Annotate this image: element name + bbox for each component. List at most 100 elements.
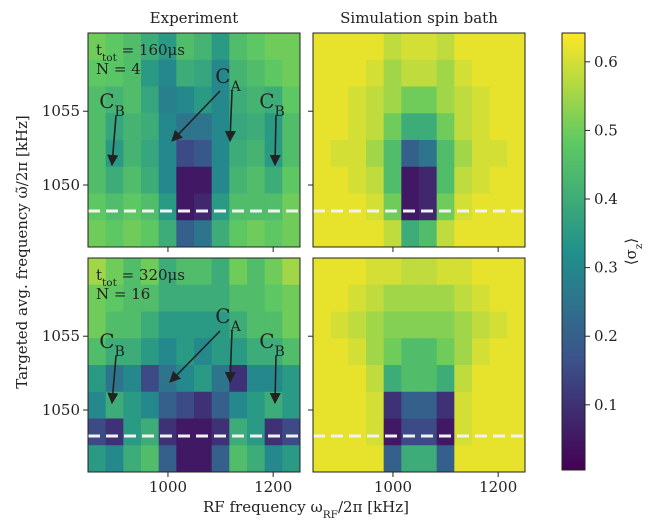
heatmap-cell: [105, 220, 124, 248]
marker-label: CA: [215, 304, 241, 335]
heatmap-cell: [436, 284, 455, 312]
panel-title: Simulation spin bath: [340, 9, 498, 27]
heatmap-cell: [472, 220, 491, 248]
colorbar-tick-label: 0.1: [594, 396, 618, 414]
heatmap-cell: [123, 311, 142, 339]
y-tick-label: 1055: [42, 327, 80, 345]
heatmap-cell: [194, 220, 213, 248]
heatmap-cell: [105, 445, 124, 473]
heatmap-cell: [472, 193, 491, 221]
heatmap-cell: [88, 193, 107, 221]
heatmap-cell: [158, 86, 177, 114]
heatmap-cell: [176, 284, 195, 312]
heatmap-cell: [229, 284, 248, 312]
heatmap-cell: [247, 338, 266, 366]
heatmap-cell: [507, 193, 526, 221]
heatmap-cell: [419, 86, 438, 114]
heatmap-cell: [330, 284, 349, 312]
heatmap-cell: [436, 33, 455, 61]
heatmap-cell: [383, 338, 402, 366]
heatmap-cell: [330, 311, 349, 339]
heatmap-cell: [489, 166, 508, 194]
heatmap-cell: [348, 338, 367, 366]
y-tick-label: 1050: [42, 401, 80, 419]
heatmap-cell: [229, 311, 248, 339]
heatmap-cell: [211, 86, 230, 114]
arrow: [269, 115, 281, 167]
y-tick-label: 1055: [42, 102, 80, 120]
heatmap-cell: [383, 258, 402, 286]
marker-label-main: C: [259, 329, 274, 353]
heatmap-cell: [229, 193, 248, 221]
heatmap-cell: [123, 284, 142, 312]
heatmap-cell: [472, 418, 491, 446]
heatmap-cell: [229, 220, 248, 248]
heatmap-cell: [313, 33, 332, 61]
heatmap-cell: [454, 193, 473, 221]
heatmap-cell: [348, 220, 367, 248]
x-axis-label: RF frequency ωRF/2π [kHz]: [203, 498, 409, 518]
heatmap-cell: [158, 140, 177, 168]
heatmap-cell: [436, 193, 455, 221]
heatmap-cell: [383, 220, 402, 248]
heatmap-cell: [419, 258, 438, 286]
heatmap-cell: [383, 59, 402, 87]
heatmap-cell: [419, 113, 438, 141]
heatmap-cell: [88, 284, 107, 312]
heatmap-cell: [105, 391, 124, 419]
heatmap-cell: [507, 220, 526, 248]
heatmap-cell: [489, 140, 508, 168]
heatmap-cell: [123, 338, 142, 366]
heatmap-cell: [401, 220, 420, 248]
colorbar-label-sub: z: [633, 243, 645, 249]
heatmap-cell: [105, 284, 124, 312]
heatmap-cell: [282, 418, 301, 446]
heatmap-cell: [330, 365, 349, 393]
marker-label: CB: [259, 89, 285, 120]
heatmap-cell: [383, 284, 402, 312]
colorbar-label-after: ⟩: [622, 238, 640, 244]
heatmap-cell: [419, 338, 438, 366]
heatmap-cell: [507, 365, 526, 393]
heatmap-cell: [454, 418, 473, 446]
heatmap-cell: [366, 113, 385, 141]
heatmap-cell: [313, 338, 332, 366]
heatmap-cell: [105, 311, 124, 339]
heatmap-cell: [88, 338, 107, 366]
heatmap-cell: [88, 33, 107, 61]
heatmap-cell: [454, 445, 473, 473]
heatmap-cell: [123, 445, 142, 473]
heatmap-cell: [313, 166, 332, 194]
heatmap-cell: [282, 258, 301, 286]
heatmap-cell: [507, 86, 526, 114]
heatmap-cell: [401, 59, 420, 87]
heatmap-cell: [489, 365, 508, 393]
heatmap-cell: [264, 258, 283, 286]
heatmap-cell: [454, 113, 473, 141]
heatmap-cell: [282, 140, 301, 168]
heatmap-cell: [211, 338, 230, 366]
heatmap-cell: [472, 59, 491, 87]
heatmap-cell: [313, 284, 332, 312]
heatmap-cell: [194, 445, 213, 473]
heatmap-cell: [489, 86, 508, 114]
heatmap-cell: [383, 365, 402, 393]
heatmap-cell: [105, 86, 124, 114]
annotation: N = 16: [96, 285, 150, 303]
heatmap-cell: [507, 338, 526, 366]
heatmap-cell: [366, 258, 385, 286]
heatmap-cell: [88, 140, 107, 168]
x-tick-label: 1000: [149, 478, 187, 496]
heatmap-cell: [507, 33, 526, 61]
annotation: ttot = 320μs: [96, 266, 185, 289]
heatmap-cell: [401, 193, 420, 221]
heatmap-cell: [436, 365, 455, 393]
heatmap-cell: [194, 391, 213, 419]
heatmap-cell: [348, 445, 367, 473]
heatmap-cell: [158, 258, 177, 286]
heatmap-cell: [313, 445, 332, 473]
heatmap-cell: [472, 311, 491, 339]
marker-label-main: C: [259, 89, 274, 113]
heatmap-cell: [489, 193, 508, 221]
